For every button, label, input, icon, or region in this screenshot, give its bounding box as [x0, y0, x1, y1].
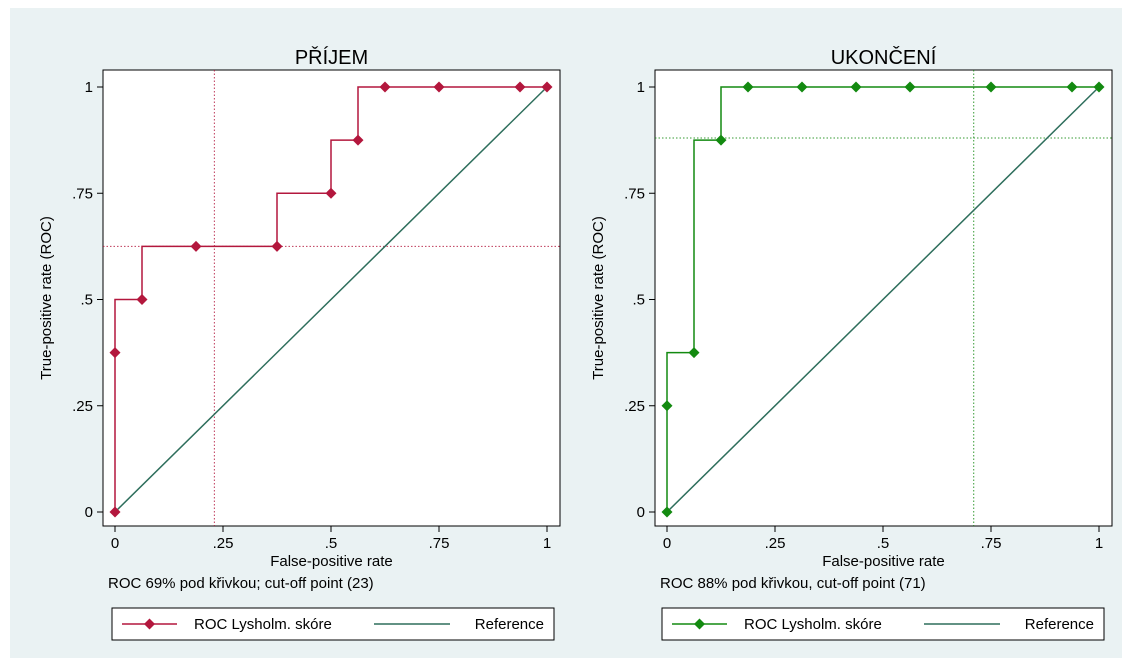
roc-point-marker — [742, 81, 754, 93]
x-tick-label: .5 — [877, 535, 890, 552]
legend-roc-label: ROC Lysholm. skóre — [194, 616, 332, 633]
roc-point-marker — [109, 347, 121, 359]
y-axis-label: True-positive rate (ROC) — [590, 216, 607, 380]
roc-point-marker — [904, 81, 916, 93]
y-tick-label: 0 — [85, 504, 93, 521]
x-tick-label: .75 — [429, 535, 450, 552]
roc-point-marker — [190, 240, 202, 252]
roc-point-marker — [688, 347, 700, 359]
chart-title: PŘÍJEM — [295, 46, 368, 69]
roc-point-marker — [1093, 81, 1105, 93]
roc-point-marker — [715, 134, 727, 146]
x-tick-label: 1 — [1095, 535, 1103, 552]
y-tick-label: .75 — [624, 185, 645, 202]
legend: ROC Lysholm. skóre Reference — [661, 607, 1105, 641]
chart-panels: PŘÍJEM 0 .25 .5 .75 1 0 .25 .5 .75 1 False-positive… — [38, 46, 1113, 641]
roc-point-marker — [433, 81, 445, 93]
x-tick-label: .5 — [325, 535, 338, 552]
legend-reference-label: Reference — [1025, 616, 1094, 633]
x-tick-label: 1 — [543, 535, 551, 552]
roc-point-marker — [1066, 81, 1078, 93]
legend-box — [661, 607, 1105, 641]
y-tick-label: 0 — [637, 504, 645, 521]
roc-curve — [666, 86, 1099, 512]
x-tick-label: 0 — [111, 535, 119, 552]
roc-point-marker — [541, 81, 553, 93]
roc-point-marker — [850, 81, 862, 93]
auc-note: ROC 69% pod křivkou; cut-off point (23) — [108, 575, 374, 592]
y-tick-label: 1 — [637, 79, 645, 96]
roc-point-marker — [661, 506, 673, 518]
x-tick-label: .25 — [213, 535, 234, 552]
y-tick-label: .5 — [632, 292, 645, 309]
y-tick-label: .25 — [72, 398, 93, 415]
roc-point-marker — [109, 506, 121, 518]
y-axis-label: True-positive rate (ROC) — [38, 216, 55, 380]
y-tick-label: 1 — [85, 79, 93, 96]
legend-box — [111, 607, 555, 641]
roc-point-marker — [661, 400, 673, 412]
x-axis-label: False-positive rate — [270, 553, 393, 570]
reference-line — [114, 86, 548, 513]
legend: ROC Lysholm. skóre Reference — [111, 607, 555, 641]
auc-note: ROC 88% pod křivkou, cut-off point (71) — [660, 575, 926, 592]
roc-point-marker — [352, 134, 364, 146]
x-tick-label: 0 — [663, 535, 671, 552]
chart-panel-2: UKONČENÍ 0 .25 .5 .75 1 0 .25 .5 .75 1 False-positi… — [590, 46, 1113, 641]
roc-point-marker — [271, 240, 283, 252]
roc-point-marker — [514, 81, 526, 93]
legend-roc-swatch-marker — [144, 618, 155, 630]
y-tick-label: .5 — [80, 292, 93, 309]
roc-point-marker — [325, 187, 337, 199]
x-tick-label: .25 — [765, 535, 786, 552]
legend-roc-swatch-marker — [694, 618, 705, 630]
roc-point-marker — [796, 81, 808, 93]
roc-point-marker — [379, 81, 391, 93]
reference-line — [666, 86, 1100, 513]
roc-curve — [114, 86, 547, 512]
roc-point-marker — [136, 294, 148, 305]
y-tick-label: .75 — [72, 185, 93, 202]
x-tick-label: .75 — [981, 535, 1002, 552]
roc-point-marker — [985, 81, 997, 93]
legend-reference-label: Reference — [475, 616, 544, 633]
chart-panel-1: PŘÍJEM 0 .25 .5 .75 1 0 .25 .5 .75 1 False-positive… — [38, 46, 561, 641]
chart-title: UKONČENÍ — [831, 46, 937, 69]
x-axis-label: False-positive rate — [822, 553, 945, 570]
legend-roc-label: ROC Lysholm. skóre — [744, 616, 882, 633]
y-tick-label: .25 — [624, 398, 645, 415]
